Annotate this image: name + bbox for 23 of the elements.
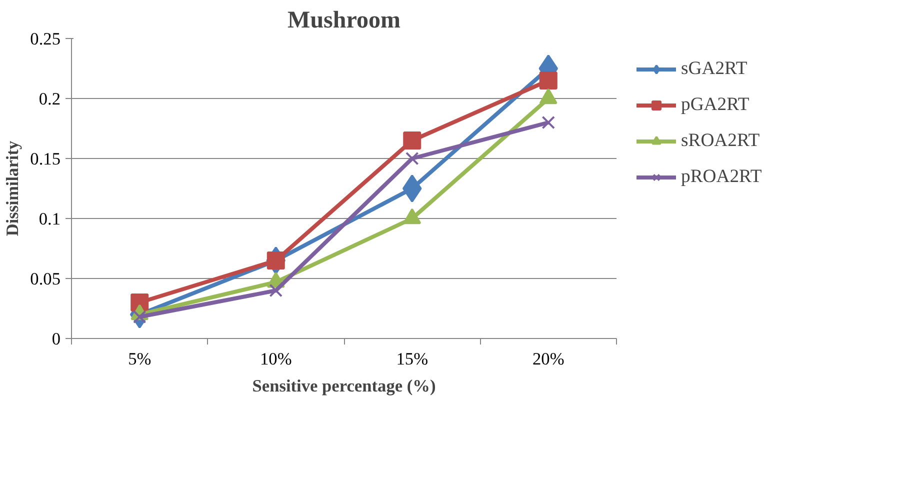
legend-label: sROA2RT: [681, 130, 760, 152]
legend-label: sGA2RT: [681, 58, 748, 80]
chart-title: Mushroom: [288, 8, 400, 34]
x-tick-label: 20%: [532, 350, 564, 368]
x-tick-label: 5%: [128, 350, 152, 368]
legend-label: pROA2RT: [681, 166, 762, 188]
y-tick-label: 0.15: [30, 150, 61, 168]
point: [269, 284, 283, 298]
x-tick-label: 10%: [260, 350, 292, 368]
y-tick-label: 0: [52, 330, 61, 348]
x-axis-title: Sensitive percentage (%): [252, 376, 436, 396]
point: [402, 174, 422, 202]
x-tick-label: 15%: [396, 350, 428, 368]
point: [405, 152, 419, 166]
y-tick-label: 0.05: [30, 270, 61, 288]
legend-label: pGA2RT: [681, 94, 750, 116]
y-tick-label: 0.1: [38, 210, 61, 228]
y-tick-label: 0.25: [30, 30, 61, 48]
y-tick-label: 0.2: [38, 90, 61, 108]
point: [403, 132, 422, 150]
point: [539, 72, 558, 90]
y-axis-title: Dissimilarity: [3, 140, 22, 236]
point: [542, 116, 556, 130]
